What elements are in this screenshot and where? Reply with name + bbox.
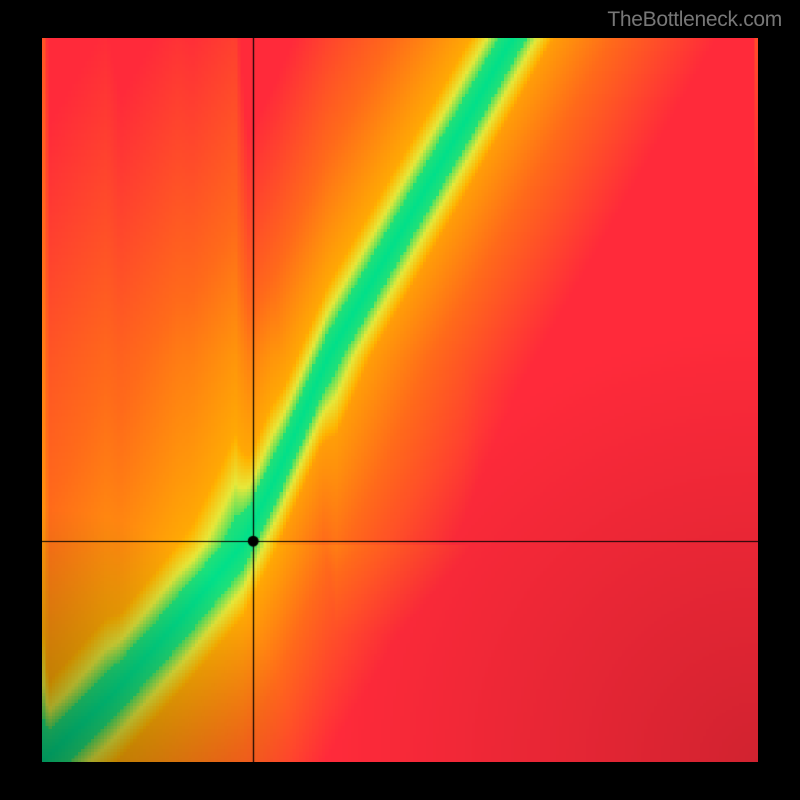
watermark-text: TheBottleneck.com [607, 8, 782, 32]
crosshair-overlay [42, 38, 758, 762]
plot-area [42, 38, 758, 762]
